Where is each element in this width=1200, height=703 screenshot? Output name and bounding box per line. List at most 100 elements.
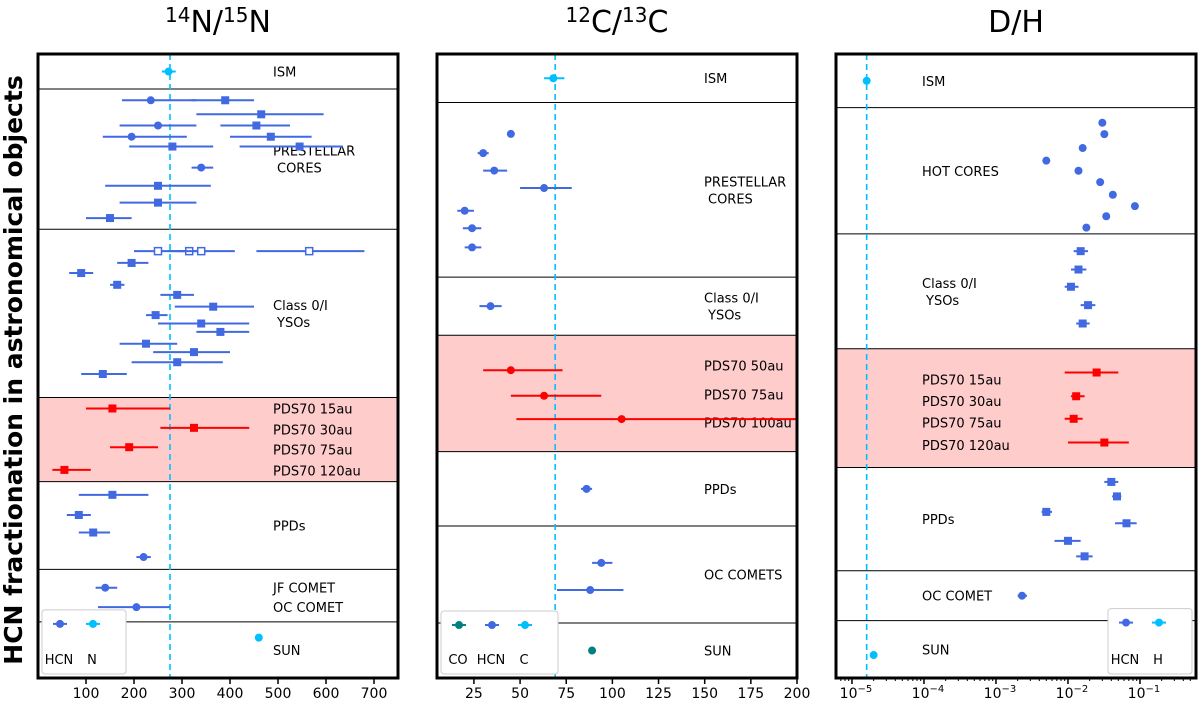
highlight-band-pds xyxy=(38,397,398,482)
inline-label: PDS70 75au xyxy=(922,416,1002,431)
panel-frame xyxy=(36,52,400,680)
panel-3: ISM HOT CORES Class 0/I YSOs PPDs OC COMET SUN… xyxy=(834,5,1198,702)
data-point xyxy=(257,110,266,119)
panel-frame xyxy=(435,52,799,680)
section-label-yso: YSOs xyxy=(276,316,310,331)
data-point xyxy=(127,258,136,267)
data-point xyxy=(154,121,162,130)
section-label-yso: YSOs xyxy=(707,309,741,324)
data-point xyxy=(468,224,477,233)
legend-marker xyxy=(488,621,496,630)
data-point xyxy=(1074,265,1083,274)
x-tick-label: 600 xyxy=(313,686,340,702)
legend-label: CO xyxy=(448,653,467,668)
data-point xyxy=(1108,190,1117,199)
x-tick-label: 175 xyxy=(737,686,764,702)
legend-label: HCN xyxy=(1111,653,1140,668)
section-label-hotcores: HOT CORES xyxy=(922,165,999,180)
data-point xyxy=(146,96,155,105)
highlight-band-pds xyxy=(836,348,1196,468)
data-point xyxy=(1074,166,1083,175)
data-point xyxy=(1098,118,1107,127)
data-point xyxy=(254,633,263,642)
inline-label: PDS70 75au xyxy=(704,389,784,404)
data-point xyxy=(862,76,871,85)
data-point xyxy=(173,290,182,299)
data-point xyxy=(142,339,150,348)
data-point xyxy=(106,214,114,223)
data-point xyxy=(540,184,549,193)
data-point xyxy=(190,348,198,357)
x-tick-label: 200 xyxy=(784,686,811,702)
data-point xyxy=(98,369,107,378)
x-tick-label: 500 xyxy=(265,686,292,702)
section-label-ism: ISM xyxy=(922,75,945,90)
data-point xyxy=(869,651,878,660)
data-point xyxy=(196,246,206,256)
data-point xyxy=(549,74,558,83)
section-label-sun: SUN xyxy=(922,643,950,658)
x-tick-label: 10−1 xyxy=(1128,684,1161,702)
legend-marker xyxy=(1155,618,1163,627)
data-point xyxy=(197,163,206,172)
x-tick-label: 200 xyxy=(121,686,148,702)
legend-label: N xyxy=(87,653,97,668)
data-point xyxy=(101,583,110,592)
section-label-prestellar: CORES xyxy=(277,162,322,177)
data-point xyxy=(1072,392,1081,401)
inline-label: PDS70 15au xyxy=(922,374,1002,389)
data-point xyxy=(617,415,626,424)
y-axis-label: HCN fractionation in astronomical object… xyxy=(0,75,28,664)
panel-2: ISM PRESTELLAR CORES Class 0/I YSOs PPDs OC CO… xyxy=(435,3,811,702)
data-point xyxy=(1076,247,1085,256)
data-point xyxy=(197,319,206,328)
data-point xyxy=(1084,301,1093,310)
data-point xyxy=(1107,477,1116,486)
data-point xyxy=(486,302,495,311)
data-point xyxy=(1122,519,1131,528)
x-tick-label: 25 xyxy=(465,686,483,702)
data-point xyxy=(127,132,136,141)
data-point xyxy=(209,302,218,311)
panel-title: D/H xyxy=(988,5,1044,40)
inline-label: PDS70 120au xyxy=(273,465,361,480)
legend-box xyxy=(440,610,559,675)
data-point xyxy=(1018,591,1027,600)
data-point xyxy=(74,510,83,519)
section-label-ppd: PPDs xyxy=(704,483,737,498)
x-tick-label: 400 xyxy=(217,686,244,702)
legend-marker xyxy=(89,619,97,628)
data-point xyxy=(113,280,122,289)
data-point xyxy=(1069,414,1078,423)
inline-label: PDS70 30au xyxy=(273,424,353,439)
data-point xyxy=(89,528,98,537)
data-point xyxy=(1130,202,1139,211)
data-point xyxy=(1102,212,1111,221)
section-label-ppd: PPDs xyxy=(273,520,306,535)
data-point xyxy=(506,366,515,375)
data-point xyxy=(1078,319,1087,328)
highlight-band-pds xyxy=(437,335,797,452)
legend-label: HCN xyxy=(477,653,506,668)
x-tick-label: 700 xyxy=(361,686,388,702)
x-tick-label: 10−2 xyxy=(1056,684,1089,702)
inline-label: JF COMET xyxy=(272,582,335,597)
section-label-ppd: PPDs xyxy=(922,513,955,528)
inline-label: PDS70 15au xyxy=(273,402,353,417)
data-point xyxy=(77,269,86,278)
data-point xyxy=(1096,178,1105,187)
data-point xyxy=(190,423,198,432)
data-point xyxy=(151,311,160,320)
data-point xyxy=(506,129,515,138)
data-point xyxy=(252,121,261,130)
legend-label: H xyxy=(1153,653,1163,668)
section-label-comet: OC COMETS xyxy=(704,569,782,584)
data-point xyxy=(1082,223,1091,232)
section-label-comet: OC COMET xyxy=(922,590,992,605)
section-label-yso: Class 0/I xyxy=(273,299,328,314)
data-point xyxy=(154,198,162,207)
inline-label: PDS70 30au xyxy=(922,395,1002,410)
x-tick-label: 50 xyxy=(511,686,529,702)
data-point xyxy=(490,166,499,175)
legend-marker xyxy=(521,621,529,630)
